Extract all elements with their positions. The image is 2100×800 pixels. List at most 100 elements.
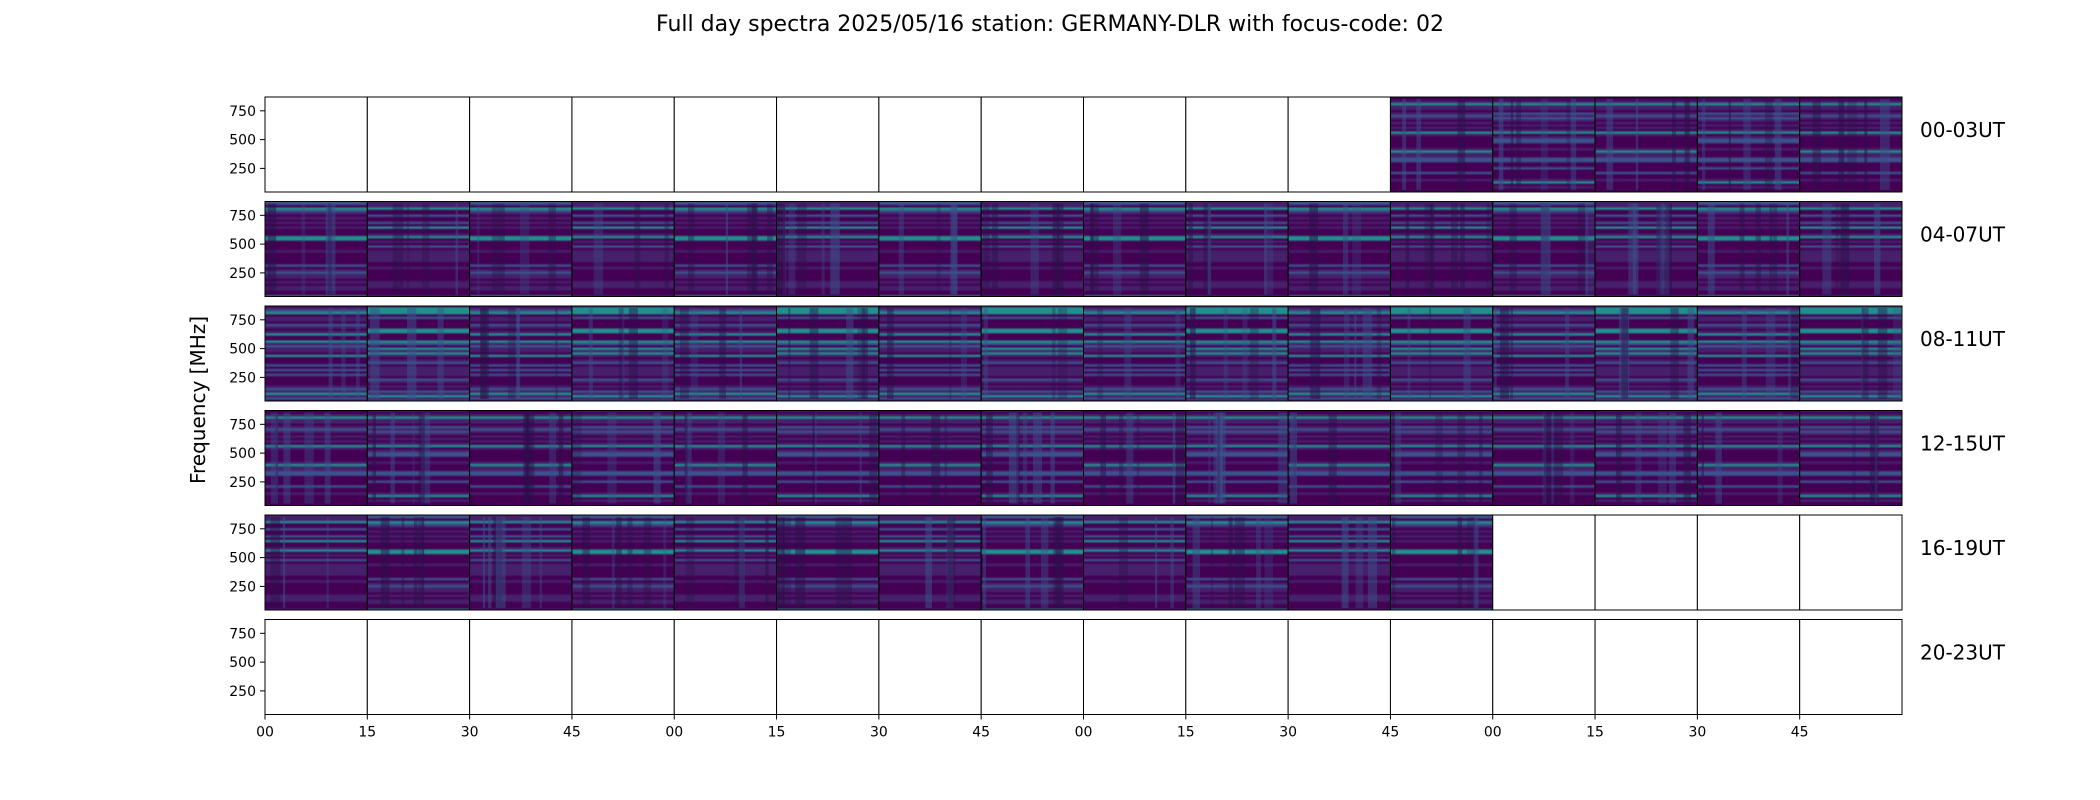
- spectrum-streak: [1264, 203, 1267, 295]
- spectrum-streak: [1041, 517, 1049, 608]
- spectrum-cell: [673, 201, 778, 297]
- spectrum-cell: [366, 410, 471, 506]
- spectrum-streak: [1494, 308, 1497, 399]
- spectrum-streak: [390, 412, 395, 504]
- spectrum-streak: [523, 412, 530, 504]
- spectrum-streak: [1463, 308, 1471, 399]
- spectrum-streak: [1516, 99, 1522, 190]
- spectrum-streak: [355, 308, 360, 399]
- y-tick-label: 250: [229, 475, 256, 491]
- spectrum-streak: [1788, 308, 1792, 399]
- x-tick-label: 00: [1484, 725, 1502, 741]
- spectrum-streak: [1553, 412, 1564, 504]
- spectrum-streak: [936, 203, 941, 295]
- spectrum-streak: [788, 203, 796, 295]
- spectrum-streak: [418, 517, 424, 608]
- spectrum-streak: [797, 203, 807, 295]
- spectrum-cell: [980, 96, 1084, 193]
- spectrum-streak: [1376, 308, 1382, 399]
- spectrum-streak: [394, 203, 404, 295]
- spectrum-streak: [1242, 308, 1248, 399]
- spectrum-streak: [1869, 412, 1879, 504]
- spectrum-streak: [1774, 99, 1782, 190]
- spectrum-streak: [688, 203, 695, 295]
- spectrum-streak: [493, 517, 502, 608]
- spectrum-streak: [982, 203, 990, 295]
- spectrum-streak: [719, 308, 726, 399]
- y-tick-label: 500: [229, 551, 256, 567]
- spectrum-streak: [1684, 99, 1690, 190]
- spectrum-cell: [1799, 96, 1903, 193]
- spectrum-streak: [1670, 308, 1679, 399]
- spectrum-streak: [887, 308, 894, 399]
- spectrum-cell: [1799, 305, 1903, 402]
- spectrum-streak: [507, 308, 516, 399]
- spectrum-streak: [1119, 412, 1124, 504]
- spectrum-cell: [1696, 410, 1801, 506]
- x-tick-label: 45: [972, 725, 990, 741]
- spectrum-streak: [1050, 412, 1055, 504]
- spectrum-cell: [1799, 619, 1903, 715]
- spectrum-streak: [1341, 517, 1349, 608]
- spectrum-streak: [1189, 308, 1196, 399]
- spectrum-streak: [1500, 308, 1510, 399]
- spectrum-streak: [846, 308, 854, 399]
- spectrum-streak: [857, 308, 866, 399]
- spectrum-streak: [788, 308, 791, 399]
- spectrum-streak: [1124, 308, 1132, 399]
- spectrum-cell: [1185, 619, 1289, 715]
- spectrum-streak: [982, 517, 986, 608]
- spectrum-streak: [1509, 203, 1517, 295]
- spectrum-cell: [878, 201, 982, 297]
- spectrum-streak: [925, 517, 932, 608]
- spectrum-streak: [526, 412, 534, 504]
- spectrum-streak: [1777, 412, 1783, 504]
- spectrum-cell: [776, 410, 880, 506]
- spectrum-streak: [1877, 308, 1888, 399]
- spectrum-streak: [1635, 412, 1642, 504]
- row-time-label: 04-07UT: [1920, 223, 2006, 247]
- spectrum-streak: [776, 517, 785, 608]
- spectrum-streak: [1416, 99, 1421, 190]
- spectrum-streak: [304, 412, 314, 504]
- spectrum-streak: [1008, 412, 1019, 504]
- spectrum-streak: [1126, 412, 1134, 504]
- spectrum-streak: [1309, 203, 1319, 295]
- spectrum-streak: [627, 517, 633, 608]
- spectrum-streak: [1170, 517, 1174, 608]
- spectrum-streak: [1391, 412, 1396, 504]
- spectrum-streak: [1424, 203, 1433, 295]
- spectrum-streak: [407, 308, 417, 399]
- spectrum-streak: [739, 517, 745, 608]
- spectrum-cell: [776, 305, 880, 402]
- spectrum-streak: [282, 517, 286, 608]
- spectrum-streak: [607, 412, 617, 504]
- spectrum-cell: [1185, 514, 1289, 611]
- spectrum-cell: [980, 619, 1084, 715]
- spectrum-streak: [1628, 203, 1636, 295]
- spectrum-streak: [1033, 412, 1043, 504]
- spectrum-streak: [983, 308, 988, 399]
- spectrum-streak: [588, 308, 593, 399]
- spectrum-cell: [1389, 305, 1494, 402]
- spectrum-streak: [1457, 517, 1463, 608]
- spectrum-cell: [571, 619, 675, 715]
- y-tick-label: 500: [229, 342, 256, 358]
- spectrum-streak: [869, 412, 878, 504]
- spectrum-streak: [412, 412, 415, 504]
- spectrum-streak: [392, 203, 396, 295]
- spectrum-cell: [264, 96, 368, 193]
- spectrum-streak: [1765, 308, 1776, 399]
- spectrum-streak: [539, 517, 543, 608]
- spectrum-cell: [673, 410, 778, 506]
- y-tick-label: 500: [229, 446, 256, 462]
- spectrum-streak: [488, 517, 492, 608]
- chart-title: Full day spectra 2025/05/16 station: GER…: [656, 12, 1444, 37]
- row-time-label: 08-11UT: [1920, 327, 2006, 351]
- spectrum-streak: [1172, 412, 1176, 504]
- spectrum-streak: [1687, 308, 1695, 399]
- spectrum-streak: [1113, 203, 1122, 295]
- spectrum-streak: [1510, 308, 1514, 399]
- spectrum-streak: [795, 517, 806, 608]
